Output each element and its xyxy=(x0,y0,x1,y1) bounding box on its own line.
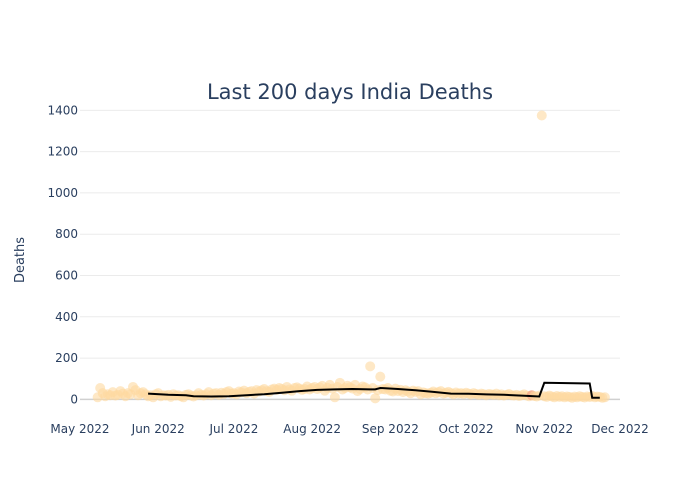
y-tick-label: 800 xyxy=(55,227,78,241)
x-tick-label: Dec 2022 xyxy=(591,422,649,436)
data-point xyxy=(375,371,386,382)
x-axis-ticks: May 2022 Jun 2022 Jul 2022 Aug 2022 Sep 2022… xyxy=(50,422,648,436)
x-tick-label: Sep 2022 xyxy=(362,422,419,436)
y-tick-label: 600 xyxy=(55,268,78,282)
trend-line xyxy=(148,381,600,399)
data-point xyxy=(536,110,547,121)
x-tick-label: Nov 2022 xyxy=(515,422,573,436)
y-tick-label: 1400 xyxy=(47,103,78,117)
data-point xyxy=(370,393,381,404)
chart-title: Last 200 days India Deaths xyxy=(207,80,493,104)
data-point xyxy=(365,361,376,372)
data-point xyxy=(599,392,610,403)
x-tick-label: Jun 2022 xyxy=(131,422,185,436)
y-tick-label: 200 xyxy=(55,351,78,365)
y-axis-ticks: 0 200 400 600 800 1000 1200 1400 xyxy=(47,103,78,406)
y-tick-label: 400 xyxy=(55,310,78,324)
y-tick-label: 1200 xyxy=(47,145,78,159)
y-tick-label: 1000 xyxy=(47,186,78,200)
trend-line-group xyxy=(148,381,600,399)
x-tick-label: Aug 2022 xyxy=(283,422,341,436)
x-tick-label: Jul 2022 xyxy=(209,422,259,436)
data-point xyxy=(329,392,340,403)
x-tick-label: May 2022 xyxy=(50,422,109,436)
y-tick-label: 0 xyxy=(70,392,78,406)
y-axis-title: Deaths xyxy=(13,237,28,283)
x-tick-label: Oct 2022 xyxy=(439,422,494,436)
